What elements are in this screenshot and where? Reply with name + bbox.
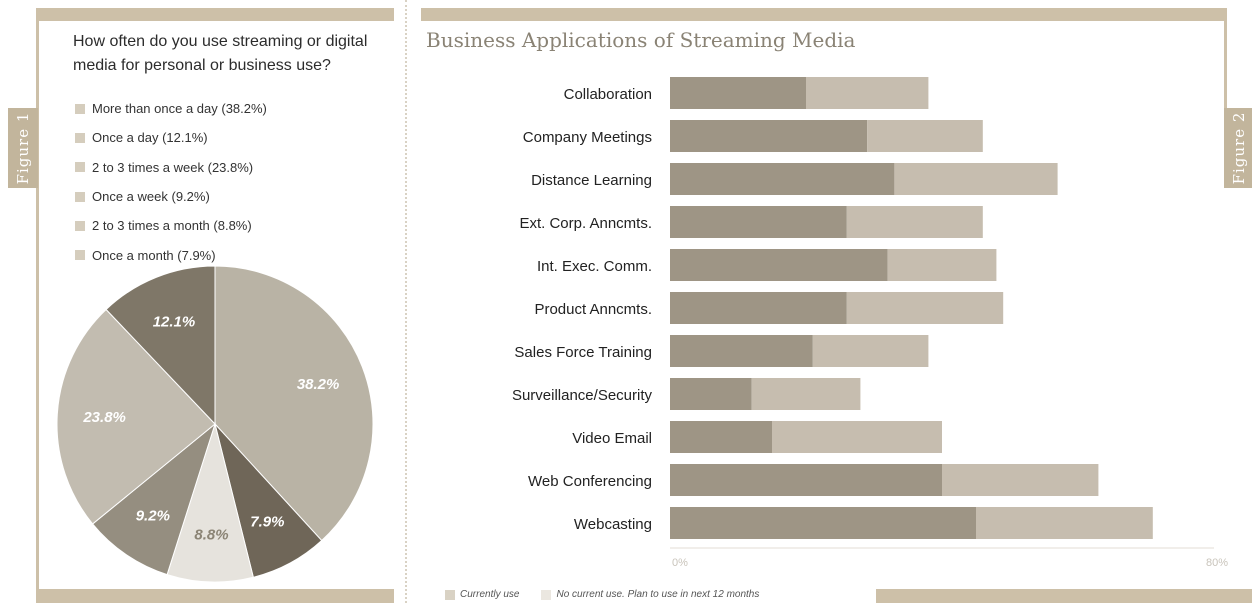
pie-slice-label: 8.8%	[194, 527, 228, 544]
legend-item: 2 to 3 times a month (8.8%)	[75, 211, 267, 240]
figure2-legend: Currently use No current use. Plan to us…	[445, 589, 781, 600]
bar-planned	[867, 120, 983, 152]
bar-planned	[806, 77, 929, 109]
figure2-tab: Figure 2	[1224, 108, 1252, 188]
legend-label: 2 to 3 times a month (8.8%)	[92, 218, 252, 234]
bar-current	[670, 378, 752, 410]
bar-planned	[751, 378, 861, 410]
legend-item: 2 to 3 times a week (23.8%)	[75, 153, 267, 182]
pie-slice	[214, 265, 374, 542]
legend-swatch	[75, 250, 85, 261]
pie-slice-label: 23.8%	[82, 409, 126, 426]
x-tick-label: 80%	[1206, 557, 1228, 569]
legend-swatch	[75, 103, 85, 114]
legend-label: More than once a day (38.2%)	[92, 101, 267, 117]
figure1-tab: Figure 1	[8, 108, 38, 188]
legend-item-planned: No current use. Plan to use in next 12 m…	[541, 589, 759, 600]
pie-slice-label: 38.2%	[297, 376, 340, 393]
pie-slice-label: 7.9%	[250, 513, 284, 530]
bar-current	[670, 464, 942, 496]
category-label: Web Conferencing	[528, 473, 652, 490]
legend-item: More than once a day (38.2%)	[75, 94, 267, 123]
bar-current	[670, 163, 895, 195]
legend-item: Once a week (9.2%)	[75, 182, 267, 211]
legend-label: 2 to 3 times a week (23.8%)	[92, 159, 254, 175]
bar-current	[670, 335, 813, 367]
category-label: Sales Force Training	[514, 344, 652, 361]
bar-planned	[812, 335, 929, 367]
bar-current	[670, 507, 976, 539]
legend-swatch-planned	[541, 589, 552, 600]
pie-slice	[166, 422, 254, 583]
pie-slice	[105, 265, 216, 426]
bar-planned	[976, 507, 1153, 539]
figure1-question: How often do you use streaming or digita…	[73, 33, 368, 74]
pie-slice	[56, 308, 216, 525]
legend-item: Once a month (7.9%)	[75, 240, 267, 269]
bar-current	[670, 77, 806, 109]
figure2-right-rule	[1224, 8, 1227, 188]
category-label: Distance Learning	[531, 172, 652, 189]
category-label: Product Anncmts.	[534, 301, 652, 318]
legend-label: Once a week (9.2%)	[92, 189, 210, 205]
legend-swatch	[75, 162, 85, 173]
category-label: Company Meetings	[523, 129, 652, 146]
bar-planned	[772, 421, 942, 453]
legend-label: Once a day (12.1%)	[92, 130, 208, 146]
legend-item-current: Currently use	[445, 589, 519, 600]
figure-divider	[405, 0, 407, 603]
category-label: Surveillance/Security	[512, 387, 653, 404]
figure1-bottom-band	[38, 589, 394, 603]
pie-slice-label: 12.1%	[153, 313, 196, 330]
bar-current	[670, 120, 868, 152]
legend-item: Once a day (12.1%)	[75, 123, 267, 152]
bar-current	[670, 292, 847, 324]
category-label: Video Email	[572, 430, 652, 447]
legend-label-current: Currently use	[460, 589, 520, 600]
figure2-top-band	[421, 8, 1227, 21]
legend-label-planned: No current use. Plan to use in next 12 m…	[556, 589, 760, 600]
x-tick-label: 0%	[672, 557, 688, 569]
bar-planned	[846, 292, 1004, 324]
figure1-top-band	[38, 8, 394, 21]
bar-planned	[846, 206, 983, 238]
legend-swatch	[75, 132, 85, 143]
bar-planned	[894, 163, 1058, 195]
figure1-left-rule	[36, 8, 39, 603]
legend-swatch	[75, 220, 85, 231]
category-label: Webcasting	[574, 516, 652, 533]
bar-current	[670, 249, 888, 281]
pie-slice-label: 9.2%	[136, 507, 170, 524]
legend-label: Once a month (7.9%)	[92, 247, 216, 263]
legend-swatch	[75, 191, 85, 202]
category-label: Int. Exec. Comm.	[537, 258, 652, 275]
figure2-title: Business Applications of Streaming Media	[426, 28, 856, 52]
pie-slice	[91, 422, 216, 576]
bar-planned	[942, 464, 1099, 496]
figure1-legend: More than once a day (38.2%) Once a day …	[75, 94, 267, 270]
bar-current	[670, 421, 772, 453]
figure2-bottom-band	[876, 589, 1252, 603]
bar-planned	[887, 249, 997, 281]
category-label: Ext. Corp. Anncmts.	[519, 215, 652, 232]
bar-current	[670, 206, 847, 238]
category-label: Collaboration	[564, 86, 652, 103]
pie-chart: 38.2% 7.9% 8.8% 9.2% 23.8% 12.1%	[56, 265, 374, 583]
legend-swatch-current	[445, 589, 455, 600]
